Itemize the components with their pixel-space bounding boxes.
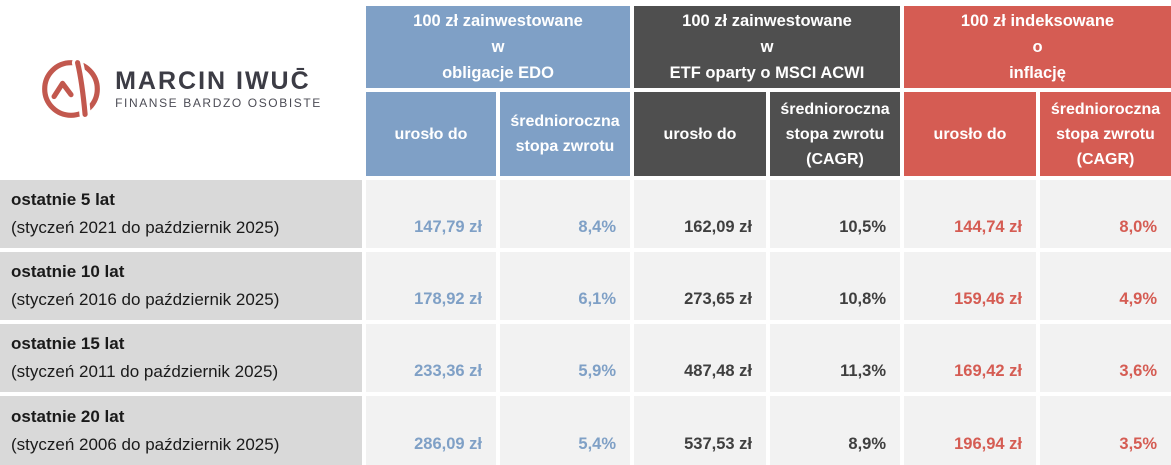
table-row-5-years: ostatnie 5 lat (styczeń 2021 do paździer… [0, 180, 1171, 248]
table-row-20-years: ostatnie 20 lat (styczeń 2006 do paździe… [0, 396, 1171, 465]
row-title: ostatnie 15 lat [11, 334, 125, 353]
row-label: ostatnie 20 lat (styczeń 2006 do paździe… [0, 396, 362, 465]
subheader-line: (CAGR) [1076, 150, 1135, 168]
subheader-line: urosło do [933, 125, 1007, 143]
subheader-line: stopa zwrotu [785, 125, 885, 143]
row-title: ostatnie 5 lat [11, 190, 115, 209]
subheader-line: urosło do [663, 125, 737, 143]
subheader-line: (CAGR) [806, 150, 864, 168]
etf-value-cell: 273,65 zł [634, 252, 766, 320]
edo-value-cell: 178,92 zł [366, 252, 496, 320]
brand-text: MARCIN IWUC̄ FINANSE BARDZO OSOBISTE [115, 67, 322, 111]
table-row-15-years: ostatnie 15 lat (styczeń 2011 do paździe… [0, 324, 1171, 392]
etf-cagr-cell: 10,8% [770, 252, 900, 320]
row-period: (styczeń 2006 do październik 2025) [11, 434, 280, 454]
inflation-cagr-cell: 3,5% [1040, 396, 1171, 465]
col-group-edo-bonds: 100 zł zainwestowane w obligacje EDO [366, 6, 630, 88]
subheader-line: stopa zwrotu [1056, 125, 1155, 143]
group-title-line: ETF oparty o MSCI ACWI [669, 64, 865, 82]
etf-cagr-cell: 10,5% [770, 180, 900, 248]
inflation-cagr-cell: 4,9% [1040, 252, 1171, 320]
brand-name: MARCIN IWUC̄ [115, 67, 311, 95]
inflation-cagr-header: średnioroczna stopa zwrotu (CAGR) [1040, 92, 1171, 176]
subheader-line: urosło do [394, 125, 468, 143]
group-title-line: w [760, 38, 774, 56]
subheader-line: średnioroczna [1050, 100, 1161, 118]
brand-logo: MARCIN IWUC̄ FINANSE BARDZO OSOBISTE [0, 6, 362, 172]
group-title-line: 100 zł zainwestowane [413, 12, 583, 30]
edo-value-cell: 147,79 zł [366, 180, 496, 248]
edo-value-cell: 233,36 zł [366, 324, 496, 392]
etf-value-cell: 162,09 zł [634, 180, 766, 248]
subheader-line: średnioroczna [510, 113, 620, 130]
inflation-value-cell: 196,94 zł [904, 396, 1036, 465]
row-label: ostatnie 10 lat (styczeń 2016 do paździe… [0, 252, 362, 320]
etf-cagr-cell: 11,3% [770, 324, 900, 392]
inflation-value-cell: 159,46 zł [904, 252, 1036, 320]
row-title: ostatnie 10 lat [11, 262, 125, 281]
row-label: ostatnie 5 lat (styczeń 2021 do paździer… [0, 180, 362, 248]
edo-grew-to-header: urosło do [366, 92, 496, 176]
etf-cagr-cell: 8,9% [770, 396, 900, 465]
etf-grew-to-header: urosło do [634, 92, 766, 176]
inflation-value-cell: 169,42 zł [904, 324, 1036, 392]
etf-value-cell: 487,48 zł [634, 324, 766, 392]
group-title-line: o [1032, 38, 1043, 56]
group-title-line: w [491, 38, 505, 56]
col-group-etf-msci-acwi: 100 zł zainwestowane w ETF oparty o MSCI… [634, 6, 900, 88]
edo-value-cell: 286,09 zł [366, 396, 496, 465]
edo-cagr-cell: 5,9% [500, 324, 630, 392]
edo-cagr-cell: 8,4% [500, 180, 630, 248]
row-period: (styczeń 2016 do październik 2025) [11, 290, 280, 309]
inflation-cagr-cell: 3,6% [1040, 324, 1171, 392]
col-group-inflation-indexed: 100 zł indeksowane o inflację [904, 6, 1171, 88]
subheader-line: stopa zwrotu [515, 138, 615, 155]
row-label: ostatnie 15 lat (styczeń 2011 do paździe… [0, 324, 362, 392]
header-group-row: 100 zł zainwestowane w obligacje EDO 100… [0, 6, 1171, 88]
group-title-line: inflację [1009, 64, 1066, 82]
inflation-grew-to-header: urosło do [904, 92, 1036, 176]
inflation-value-cell: 144,74 zł [904, 180, 1036, 248]
row-period: (styczeń 2021 do październik 2025) [11, 218, 280, 237]
row-title: ostatnie 20 lat [11, 406, 125, 426]
etf-cagr-header: średnioroczna stopa zwrotu (CAGR) [770, 92, 900, 176]
edo-cagr-cell: 6,1% [500, 252, 630, 320]
inflation-cagr-cell: 8,0% [1040, 180, 1171, 248]
edo-cagr-header: średnioroczna stopa zwrotu [500, 92, 630, 176]
table-row-10-years: ostatnie 10 lat (styczeń 2016 do paździe… [0, 252, 1171, 320]
group-title-line: obligacje EDO [442, 64, 554, 82]
marcin-iwuc-monogram-icon [40, 57, 102, 121]
row-period: (styczeń 2011 do październik 2025) [11, 362, 279, 381]
etf-value-cell: 537,53 zł [634, 396, 766, 465]
edo-cagr-cell: 5,4% [500, 396, 630, 465]
brand-tagline: FINANSE BARDZO OSOBISTE [115, 96, 322, 110]
group-title-line: 100 zł zainwestowane [682, 12, 852, 30]
subheader-line: średnioroczna [780, 100, 890, 118]
group-title-line: 100 zł indeksowane [960, 12, 1115, 30]
